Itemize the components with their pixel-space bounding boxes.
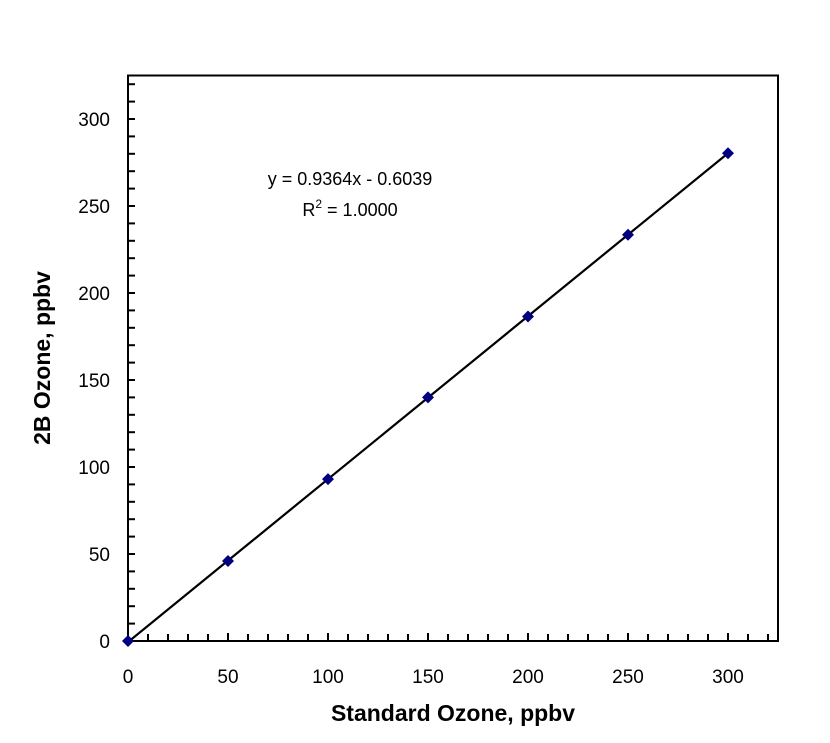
- y-tick-label: 0: [99, 632, 110, 653]
- trend-equation: y = 0.9364x - 0.6039: [268, 169, 433, 189]
- x-tick-label: 300: [712, 667, 744, 688]
- x-tick-label: 150: [412, 667, 444, 688]
- x-tick-label: 50: [217, 667, 238, 688]
- x-tick-label: 250: [612, 667, 644, 688]
- data-point: [722, 147, 734, 160]
- plot-frame: [127, 74, 779, 642]
- data-point: [622, 228, 634, 241]
- x-tick-label: 100: [312, 667, 344, 688]
- x-tick-label: 0: [123, 667, 134, 688]
- y-tick-label: 150: [78, 371, 110, 392]
- data-point: [522, 310, 534, 323]
- y-tick-label: 300: [78, 110, 110, 131]
- data-point: [222, 554, 234, 567]
- y-tick-label: 50: [89, 545, 110, 566]
- y-axis-label: 2B Ozone, ppbv: [29, 271, 55, 445]
- y-tick-label: 250: [78, 197, 110, 218]
- data-point: [322, 473, 334, 486]
- y-tick-label: 100: [78, 458, 110, 479]
- x-tick-label: 200: [512, 667, 544, 688]
- r-squared: R2 = 1.0000: [302, 197, 397, 220]
- y-tick-label: 200: [78, 284, 110, 305]
- x-axis-label: Standard Ozone, ppbv: [331, 700, 575, 726]
- data-point: [122, 635, 134, 647]
- data-point: [422, 391, 434, 404]
